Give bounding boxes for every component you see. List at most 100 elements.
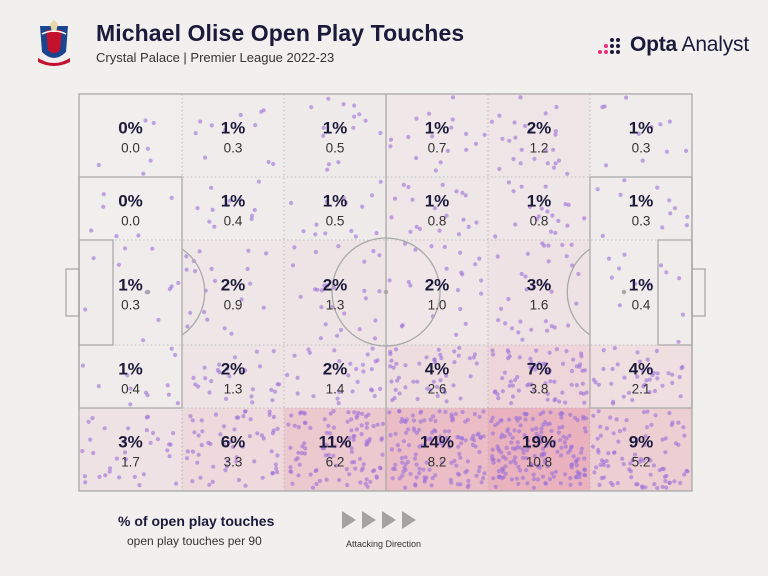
touch-dot bbox=[406, 279, 411, 285]
touch-dot bbox=[252, 459, 257, 464]
zone-percentage-label: 1% bbox=[629, 192, 654, 211]
touch-dot bbox=[441, 387, 446, 392]
touch-dot bbox=[551, 443, 556, 448]
touch-dot bbox=[604, 426, 610, 431]
touch-dot bbox=[343, 200, 349, 205]
touch-dot bbox=[86, 419, 91, 424]
zone-tints bbox=[79, 94, 692, 491]
touch-dot bbox=[479, 291, 484, 296]
touch-dot bbox=[648, 282, 653, 287]
touch-dot bbox=[444, 373, 449, 378]
touch-dot bbox=[463, 193, 468, 198]
touch-dot bbox=[436, 347, 441, 352]
touch-dot bbox=[412, 456, 418, 461]
touch-dot bbox=[429, 430, 435, 435]
touch-dot bbox=[190, 449, 195, 454]
touch-dot bbox=[524, 456, 529, 461]
touch-dot bbox=[621, 462, 626, 467]
touch-dot bbox=[660, 225, 665, 230]
zone-per90-label: 0.0 bbox=[121, 141, 140, 156]
touch-dot bbox=[660, 383, 665, 388]
touch-dot bbox=[444, 435, 449, 441]
zone-per90-label: 0.8 bbox=[530, 214, 549, 229]
touch-dot bbox=[302, 441, 307, 446]
touch-dot bbox=[602, 104, 607, 109]
touch-dot bbox=[422, 418, 427, 423]
touch-dot bbox=[143, 118, 148, 123]
touch-dot bbox=[323, 453, 328, 458]
touch-dot bbox=[563, 202, 568, 207]
touch-dot bbox=[302, 420, 307, 425]
touch-dot bbox=[165, 448, 170, 453]
touch-dot bbox=[406, 184, 411, 190]
touch-dot bbox=[518, 319, 523, 324]
touch-dot bbox=[641, 410, 647, 415]
zone-percentage-label: 1% bbox=[118, 276, 143, 295]
touch-dot bbox=[548, 229, 554, 234]
touch-dot bbox=[582, 400, 587, 405]
touch-dot bbox=[553, 230, 558, 235]
touch-dot bbox=[527, 204, 533, 209]
touch-dot bbox=[642, 442, 647, 447]
touch-dot bbox=[322, 417, 327, 422]
touch-dot bbox=[565, 171, 570, 176]
touch-dot bbox=[520, 455, 526, 461]
arrow-right-icon bbox=[402, 511, 416, 529]
touch-dot bbox=[539, 206, 544, 211]
touch-dot bbox=[645, 409, 650, 414]
touch-dot bbox=[506, 350, 511, 355]
touch-dot bbox=[523, 274, 528, 279]
touch-dot bbox=[362, 259, 367, 264]
touch-dot bbox=[97, 474, 102, 479]
touch-dot bbox=[499, 450, 504, 455]
touch-dot bbox=[217, 370, 222, 375]
touch-dot bbox=[430, 134, 435, 139]
touch-dot bbox=[299, 451, 304, 456]
touch-dot bbox=[466, 224, 471, 229]
zone-percentage-label: 3% bbox=[527, 276, 552, 295]
opta-logo-icon bbox=[598, 38, 620, 54]
touch-dot bbox=[224, 202, 229, 207]
touch-dot bbox=[612, 450, 617, 455]
touch-dot bbox=[518, 423, 523, 428]
touch-dot bbox=[443, 409, 448, 415]
touch-dot bbox=[424, 460, 429, 465]
touch-dot bbox=[519, 147, 524, 152]
touch-dot bbox=[89, 228, 94, 233]
touch-dot bbox=[495, 254, 500, 259]
touch-dot bbox=[209, 266, 214, 271]
touch-dot bbox=[532, 388, 537, 393]
touch-dot bbox=[456, 353, 461, 358]
touch-dot bbox=[267, 412, 272, 417]
touch-dot bbox=[427, 111, 432, 116]
zone-percentage-label: 4% bbox=[629, 360, 654, 379]
touch-dot bbox=[298, 411, 303, 416]
touch-dot bbox=[543, 481, 549, 486]
touch-dot bbox=[678, 394, 683, 399]
touch-dot bbox=[449, 412, 454, 417]
touch-dot bbox=[528, 461, 534, 466]
touch-dot bbox=[502, 434, 507, 439]
touch-dot bbox=[190, 479, 195, 484]
touch-dot bbox=[335, 333, 340, 338]
touch-dot bbox=[347, 436, 352, 441]
touch-dot bbox=[548, 410, 553, 415]
touch-dot bbox=[388, 349, 393, 354]
touch-dot bbox=[538, 440, 543, 445]
touch-dot bbox=[414, 462, 419, 467]
touch-dot bbox=[458, 250, 463, 255]
touch-dot bbox=[565, 223, 570, 228]
touch-dot bbox=[392, 396, 397, 401]
touch-dot bbox=[606, 463, 611, 469]
touch-dot bbox=[532, 454, 537, 459]
touch-dot bbox=[225, 366, 230, 371]
touch-dot bbox=[545, 209, 550, 214]
touch-dot bbox=[458, 396, 463, 401]
touch-dot bbox=[326, 162, 331, 167]
touch-dot bbox=[393, 347, 399, 352]
touch-dot bbox=[232, 355, 238, 360]
zone-percentage-label: 2% bbox=[527, 119, 552, 138]
touch-dot bbox=[198, 119, 203, 124]
touch-dot bbox=[190, 418, 195, 423]
touch-dot bbox=[541, 410, 546, 415]
